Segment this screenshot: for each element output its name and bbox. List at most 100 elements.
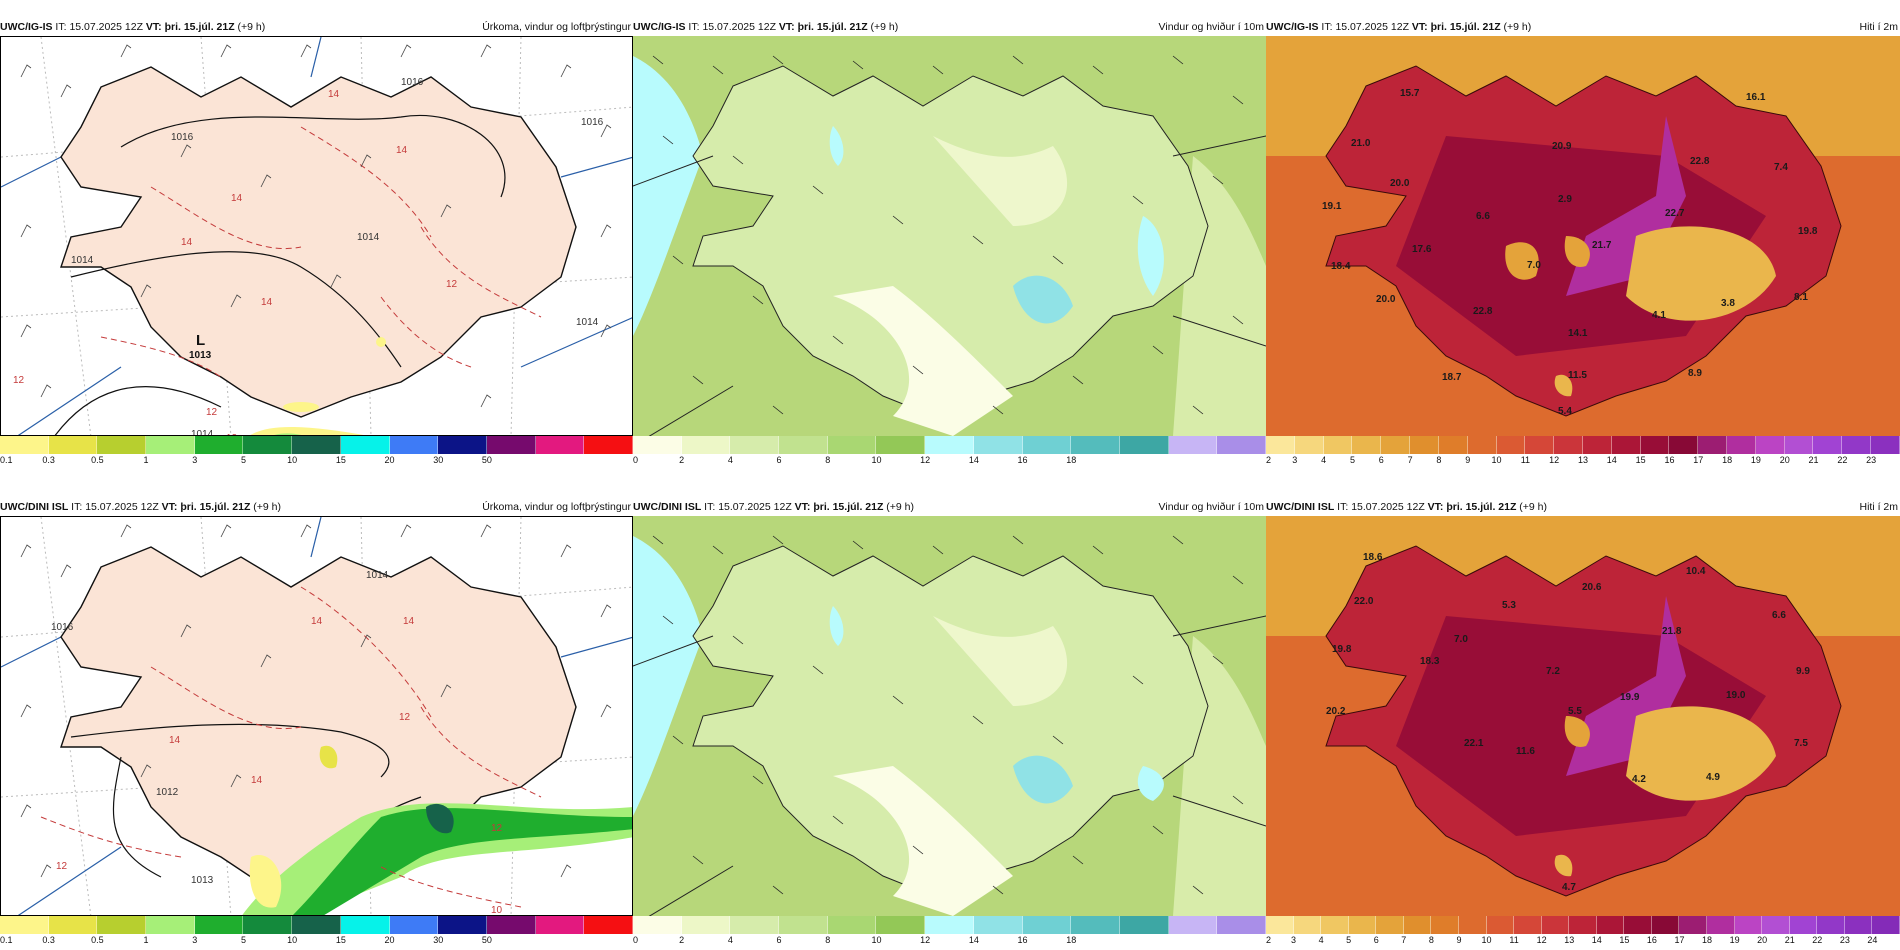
colorbar-swatch	[779, 916, 828, 934]
colorbar-swatch	[48, 436, 98, 454]
temp-label: 11.6	[1516, 746, 1535, 757]
colorbar-tick-label: 9	[1456, 935, 1462, 945]
colorbar-tick-label: 6	[1378, 455, 1384, 465]
temp-label: 5.5	[1568, 706, 1582, 717]
colorbar-tick-label: 8	[1428, 935, 1434, 945]
temp-label: 7.5	[1794, 738, 1808, 749]
colorbar-tick-label: 3	[192, 455, 198, 465]
colorbar-tick-label: 8	[825, 935, 831, 945]
colorbar-swatch	[1266, 916, 1294, 934]
precip-map-svg	[1, 517, 632, 915]
colorbar-tick-label: 14	[968, 935, 979, 945]
precip-map[interactable]: 1016 1016 1014 1014 1016 1014 1014 14 14…	[0, 36, 633, 436]
panel-wind-igis: UWC/IG-IS IT: 15.07.2025 12Z VT: þri. 15…	[633, 18, 1266, 468]
temp-label: 21.8	[1662, 626, 1682, 637]
panel-precip-igis: UWC/IG-IS IT: 15.07.2025 12Z VT: þri. 15…	[0, 18, 633, 468]
colorbar-swatch	[389, 916, 439, 934]
pressure-label: 1016	[581, 117, 604, 128]
colorbar-tick-label: 6	[776, 455, 782, 465]
panel-temp-dini: UWC/DINI ISL IT: 15.07.2025 12Z VT: þri.…	[1266, 498, 1900, 948]
colorbar-tick-label: 0.5	[91, 935, 104, 945]
panel-title: Vindur og hviður í 10m	[1158, 21, 1264, 33]
model-source: UWC/IG-IS	[0, 21, 53, 33]
colorbar-swatch	[1541, 916, 1570, 934]
colorbar-swatch	[1022, 436, 1072, 454]
colorbar-tick-label: 10	[287, 935, 298, 945]
colorbar-swatch	[389, 436, 439, 454]
temperature-map[interactable]: 18.6 10.4 22.0 5.3 20.6 6.6 7.0 19.8 18.…	[1266, 516, 1900, 916]
temp-label: 7.4	[1774, 162, 1788, 173]
valid-time-label: VT:	[1427, 501, 1444, 513]
colorbar-tick-label: 10	[1491, 455, 1502, 465]
isotherm-label: 14	[261, 297, 273, 308]
colorbar-tick-label: 2	[1266, 455, 1272, 465]
isotherm-label: 12	[399, 712, 411, 723]
colorbar-swatch	[1071, 436, 1120, 454]
colorbar-swatch	[730, 916, 780, 934]
pressure-label: 1014	[357, 232, 380, 243]
colorbar-swatch	[1789, 916, 1818, 934]
temp-label: 22.0	[1354, 596, 1374, 607]
isotherm-label: 12	[206, 407, 218, 418]
colorbar-swatch	[1321, 916, 1349, 934]
init-time-label: IT:	[688, 21, 700, 33]
temp-label: 17.6	[1412, 244, 1432, 255]
temp-label: 11.5	[1568, 370, 1587, 381]
colorbar-tick-label: 16	[1664, 455, 1675, 465]
colorbar-swatch	[194, 916, 244, 934]
temperature-map-svg	[1266, 36, 1900, 436]
colorbar-tick-label: 5	[1349, 455, 1355, 465]
init-time-label: IT:	[1321, 21, 1333, 33]
colorbar-tick-label: 30	[433, 935, 444, 945]
model-source: UWC/DINI ISL	[1266, 501, 1335, 513]
colorbar-swatch	[1071, 916, 1120, 934]
colorbar-swatch	[1669, 436, 1699, 454]
temperature-colorbar-ticks: 2 3 4 5 6 7 8 9 10 11 12 13 14 15 16 17 18 19 20 21 22 23	[1266, 455, 1900, 469]
colorbar-tick-label: 0	[633, 935, 639, 945]
forecast-offset: (+9 h)	[1519, 501, 1548, 513]
colorbar-tick-label: 2	[1266, 935, 1272, 945]
colorbar-swatch	[1458, 916, 1487, 934]
colorbar-swatch	[146, 436, 195, 454]
colorbar-swatch	[1486, 916, 1515, 934]
temp-label: 8.9	[1688, 368, 1702, 379]
valid-time-label: VT:	[794, 501, 811, 513]
pressure-label: 1016	[171, 132, 194, 143]
temp-label: 2.9	[1558, 194, 1572, 205]
colorbar-swatch	[973, 436, 1023, 454]
temp-label: 18.4	[1331, 261, 1351, 272]
colorbar-tick-label: 0.3	[42, 935, 55, 945]
isotherm-label: 14	[403, 616, 415, 627]
colorbar-swatch	[1707, 916, 1735, 934]
colorbar-swatch	[1431, 916, 1459, 934]
precip-map[interactable]: 1016 1014 1012 1013 14 14 12 14 14 12 12…	[0, 516, 633, 916]
colorbar-swatch	[1496, 436, 1526, 454]
colorbar-tick-label: 20	[384, 455, 395, 465]
wind-map[interactable]	[633, 516, 1266, 916]
valid-time: þri. 15.júl. 21Z	[797, 21, 868, 33]
temp-label: 4.2	[1632, 774, 1646, 785]
temp-label: 8.1	[1794, 292, 1808, 303]
temp-label: 19.9	[1620, 692, 1640, 703]
colorbar-tick-label: 22	[1812, 935, 1823, 945]
colorbar-swatch	[1679, 916, 1707, 934]
init-time: 15.07.2025 12Z	[69, 21, 143, 33]
temperature-map[interactable]: 15.7 16.1 21.0 20.9 7.4 19.1 20.0 6.6 2.…	[1266, 36, 1900, 436]
colorbar-tick-label: 14	[1591, 935, 1602, 945]
isotherm-label: 14	[396, 145, 408, 156]
isotherm-label: 14	[328, 89, 340, 100]
wind-map[interactable]	[633, 36, 1266, 436]
temp-label: 18.3	[1420, 656, 1440, 667]
colorbar-swatch	[1323, 436, 1353, 454]
temp-label: 16.1	[1746, 92, 1766, 103]
colorbar-swatch	[1168, 436, 1218, 454]
colorbar-tick-label: 19	[1750, 455, 1761, 465]
pressure-label: 1012	[156, 787, 179, 798]
panel-wind-dini: UWC/DINI ISL IT: 15.07.2025 12Z VT: þri.…	[633, 498, 1266, 948]
temp-label: 22.8	[1690, 156, 1710, 167]
colorbar-swatch	[1467, 436, 1497, 454]
colorbar-swatch	[876, 916, 926, 934]
iceland-outline	[692, 65, 1209, 417]
precip-colorbar	[0, 436, 633, 454]
colorbar-swatch	[243, 436, 293, 454]
